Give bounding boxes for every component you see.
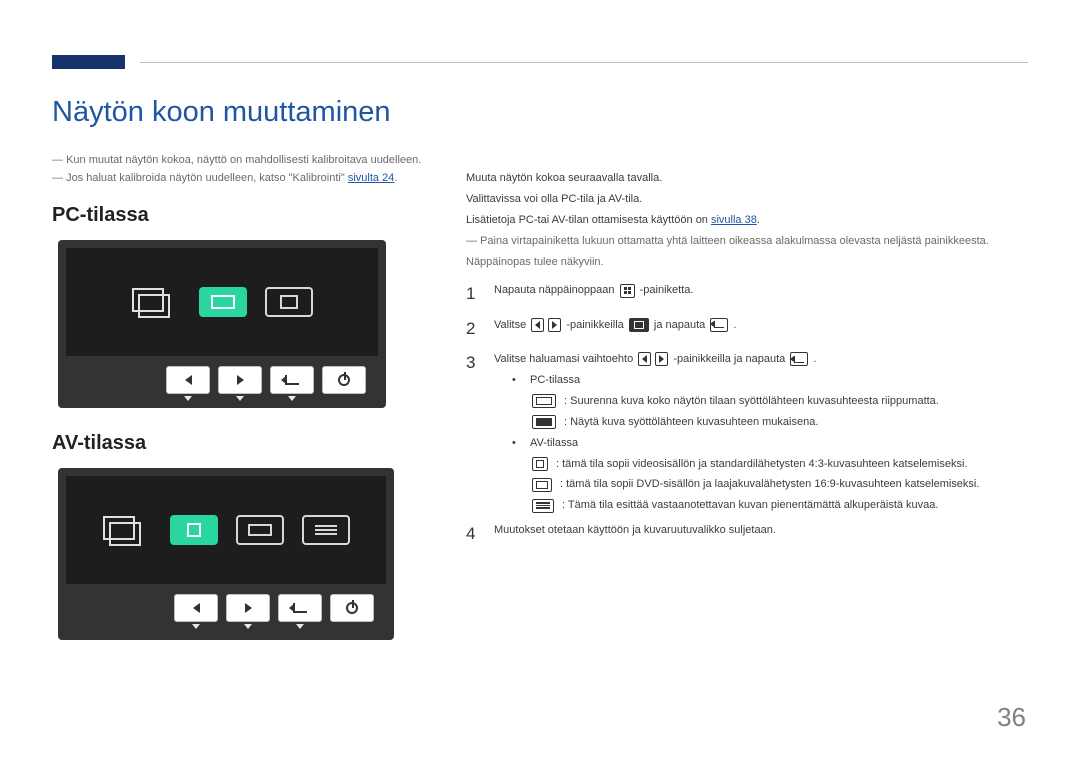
step2-d: . [733,319,736,331]
step-1: 1 Napauta näppäinoppaan -painiketta. [466,280,1028,310]
enter-icon [710,318,728,332]
menu-grid-icon [620,284,635,298]
av-label: AV-tilassa [530,433,578,454]
av-option-43[interactable] [170,515,218,545]
inst-line-3a: Lisätietoja PC-tai AV-tilan ottamisesta … [466,214,711,226]
inst-line-2: Valittavissa voi olla PC-tila ja AV-tila… [466,189,1028,210]
step2-c: ja napauta [654,319,708,331]
page-number: 36 [997,702,1026,733]
native-rect-icon [532,415,556,429]
right-arrow-icon [655,352,668,366]
right-arrow-icon [548,318,561,332]
step-num-4: 4 [466,518,480,550]
power-button[interactable] [330,594,374,622]
av-screen [66,476,386,584]
header-rule [140,62,1028,63]
screen-size-icon [102,515,140,545]
step3-c: . [813,353,816,365]
enter-icon [790,352,808,366]
calibration-link[interactable]: sivulta 24 [348,172,394,184]
step-num-3: 3 [466,347,480,379]
left-arrow-icon [531,318,544,332]
pc-options [199,287,313,317]
wide-rect-icon [532,394,556,408]
left-button[interactable] [166,366,210,394]
av-mode-panel [58,468,394,640]
av1-text: : tämä tila sopii videosisällön ja stand… [556,454,968,475]
step-num-2: 2 [466,313,480,345]
intro-line-2a: Jos haluat kalibroida näytön uudelleen, … [66,172,348,184]
intro-line-1: Kun muutat näytön kokoa, näyttö on mahdo… [66,154,421,166]
left-button[interactable] [174,594,218,622]
step1-a: Napauta näppäinoppaan [494,284,618,296]
pc-sublist: •PC-tilassa : Suurenna kuva koko näytön … [494,370,1028,516]
power-button[interactable] [322,366,366,394]
enter-button[interactable] [270,366,314,394]
pc-label: PC-tilassa [530,370,580,391]
inst-note: Paina virtapainiketta lukuun ottamatta y… [466,235,989,268]
inst-line-1: Muuta näytön kokoa seuraavalla tavalla. [466,168,1028,189]
ratio-43-icon [532,457,548,471]
size-mode-icon [629,318,649,332]
intro-line-2b: . [394,172,397,184]
ratio-169-icon [532,478,552,492]
subheading-av: AV-tilassa [52,432,146,455]
av2-text: : tämä tila sopii DVD-sisällön ja laajak… [560,474,979,495]
av3-text: : Tämä tila esittää vastaanotettavan kuv… [562,495,938,516]
left-arrow-icon [638,352,651,366]
enter-button[interactable] [278,594,322,622]
av-option-169[interactable] [236,515,284,545]
page38-link[interactable]: sivulla 38 [711,214,757,226]
pc-option-narrow[interactable] [265,287,313,317]
pc2-text: : Näytä kuva syöttölähteen kuvasuhteen m… [564,412,818,433]
instructions-column: Muuta näytön kokoa seuraavalla tavalla. … [466,168,1028,554]
step-4: 4 Muutokset otetaan käyttöön ja kuvaruut… [466,520,1028,550]
step4-text: Muutokset otetaan käyttöön ja kuvaruutuv… [494,524,776,536]
inst-line-3b: . [757,214,760,226]
intro-block: ― Kun muutat näytön kokoa, näyttö on mah… [52,152,421,187]
av-option-orig[interactable] [302,515,350,545]
pc-button-row [66,356,378,394]
header-marker [52,55,125,69]
screen-size-icon [131,287,169,317]
pc-mode-panel [58,240,386,408]
pc-screen [66,248,378,356]
step-2: 2 Valitse -painikkeilla ja napauta . [466,315,1028,345]
step2-a: Valitse [494,319,529,331]
pc1-text: : Suurenna kuva koko näytön tilaan syött… [564,391,939,412]
step2-b: -painikkeilla [566,319,627,331]
subheading-pc: PC-tilassa [52,204,149,227]
step-3: 3 Valitse haluamasi vaihtoehto -painikke… [466,349,1028,516]
original-icon [532,499,554,513]
step3-b: -painikkeilla ja napauta [673,353,788,365]
step3-a: Valitse haluamasi vaihtoehto [494,353,636,365]
page-title: Näytön koon muuttaminen [52,96,391,129]
steps-list: 1 Napauta näppäinoppaan -painiketta. 2 V… [466,280,1028,550]
av-options [170,515,350,545]
av-button-row [66,584,386,622]
right-button[interactable] [218,366,262,394]
pc-option-wide[interactable] [199,287,247,317]
step-num-1: 1 [466,278,480,310]
right-button[interactable] [226,594,270,622]
step1-b: -painiketta. [640,284,694,296]
